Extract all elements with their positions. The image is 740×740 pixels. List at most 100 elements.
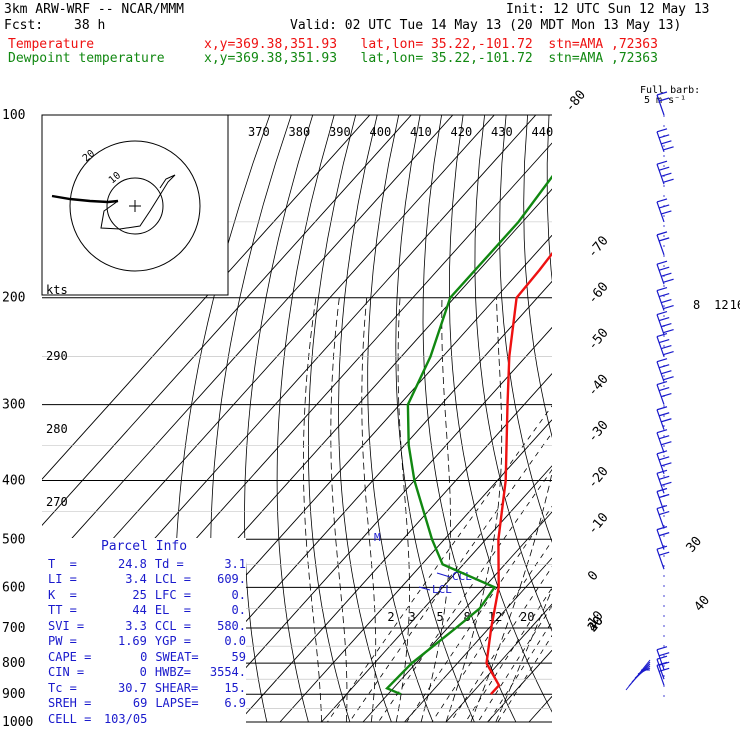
dry-adiabat bbox=[656, 115, 740, 722]
pressure-label: 300 bbox=[2, 398, 25, 413]
theta-label: 280 bbox=[46, 422, 68, 436]
wind-barb-flag bbox=[659, 316, 670, 322]
wind-barb bbox=[656, 661, 670, 686]
wind-barb-flag bbox=[656, 646, 668, 651]
pressure-label: 800 bbox=[2, 656, 25, 671]
pressure-label: 700 bbox=[2, 621, 25, 636]
wind-barb-flag bbox=[663, 376, 674, 381]
isotherm-label: -40 bbox=[585, 372, 612, 400]
wind-barb-flag bbox=[661, 393, 672, 398]
wind-barb-flag bbox=[659, 456, 670, 461]
dewpoint-legend: Dewpoint temperature bbox=[8, 51, 165, 66]
hodograph-unit: kts bbox=[46, 283, 68, 297]
wind-barb bbox=[656, 310, 674, 335]
pressure-label: 400 bbox=[2, 473, 25, 488]
wind-barb-flag bbox=[659, 510, 670, 516]
parcel-key: HWBZ= bbox=[154, 665, 191, 679]
dry-adiabat bbox=[546, 115, 552, 283]
wind-barb-flag bbox=[661, 481, 672, 486]
wind-barb-flag bbox=[656, 545, 668, 550]
mixing-ratio-label: 8 bbox=[464, 610, 471, 624]
wind-barb-flag bbox=[659, 237, 670, 242]
isotherm-line bbox=[155, 280, 552, 723]
wind-barb-staff bbox=[656, 453, 665, 474]
barb-legend-title: Full barb: bbox=[640, 85, 700, 96]
parcel-key: SREH = bbox=[48, 696, 92, 710]
isotherm-label: -70 bbox=[585, 233, 612, 261]
parcel-row: TT = 44 EL = 0. bbox=[42, 603, 246, 619]
wind-barb bbox=[656, 160, 674, 185]
moist-adiabat bbox=[395, 297, 410, 723]
wind-barb-staff bbox=[656, 163, 665, 185]
temperature-legend: Temperature bbox=[8, 37, 95, 52]
wind-barb-staff bbox=[656, 649, 665, 670]
dewpoint-profile bbox=[385, 174, 552, 696]
wind-barb-flag bbox=[661, 418, 672, 423]
pressure-label: 100 bbox=[2, 108, 25, 123]
isotherm-line bbox=[42, 115, 495, 619]
parcel-value: 24.8 bbox=[117, 556, 147, 571]
wind-barb-flag bbox=[656, 526, 668, 531]
wind-barb-flag bbox=[663, 328, 674, 334]
parcel-key: Td = bbox=[154, 556, 184, 571]
dry-adiabat bbox=[614, 115, 740, 722]
wind-barb-flag bbox=[659, 475, 670, 480]
dry-adiabat bbox=[308, 115, 357, 723]
parcel-key: CIN = bbox=[48, 665, 85, 679]
wind-barb-flag bbox=[656, 381, 668, 386]
wind-barb bbox=[656, 358, 674, 382]
parcel-key: CELL = bbox=[48, 711, 92, 726]
wind-barb-flag bbox=[661, 370, 672, 375]
annotation-m: M bbox=[374, 531, 381, 544]
parcel-value: 30.7 bbox=[117, 680, 147, 695]
wind-barb bbox=[656, 406, 672, 430]
wind-barb-flag bbox=[661, 299, 672, 304]
mixing-ratio-line bbox=[488, 620, 552, 723]
wind-barb-flag bbox=[661, 140, 672, 145]
parcel-value: 15. bbox=[224, 680, 246, 695]
dry-adiabat bbox=[276, 115, 335, 723]
annotation-lcl: LCL bbox=[432, 583, 452, 596]
isotherm-line bbox=[321, 465, 552, 723]
parcel-key: T = bbox=[48, 556, 77, 571]
wind-barb-staff bbox=[656, 131, 665, 153]
wind-barb-flag bbox=[663, 305, 674, 310]
parcel-key: LI = bbox=[48, 572, 77, 586]
dry-adiabat bbox=[448, 115, 552, 713]
mixing-ratio-line bbox=[349, 432, 552, 723]
isotherm-line bbox=[404, 557, 552, 723]
moist-adiabat bbox=[361, 297, 377, 723]
wind-barb-flag bbox=[661, 441, 672, 446]
wind-barb-flag bbox=[656, 358, 668, 363]
wind-barb bbox=[656, 287, 674, 311]
wind-barb bbox=[656, 450, 672, 474]
moist-adiabat bbox=[420, 297, 451, 723]
parcel-row: SREH = 69 LAPSE= 6.9 bbox=[42, 696, 246, 712]
hodograph-center bbox=[129, 200, 141, 212]
wind-barb bbox=[656, 260, 674, 285]
parcel-key: YGP = bbox=[154, 634, 191, 648]
wind-barb bbox=[656, 128, 674, 153]
hodograph-ring bbox=[69, 140, 201, 272]
isotherm-line bbox=[487, 649, 552, 723]
parcel-value: 3554. bbox=[209, 665, 246, 679]
mixing-ratio-line bbox=[327, 405, 552, 723]
wind-barb-staff bbox=[656, 409, 665, 430]
pressure-label: 900 bbox=[2, 687, 25, 702]
wind-barb-flag bbox=[656, 128, 668, 133]
isotherm-line bbox=[42, 115, 412, 527]
parcel-value: 0. bbox=[231, 603, 246, 617]
wind-barb-flag bbox=[656, 332, 668, 338]
wind-barb-flag bbox=[656, 450, 668, 455]
dry-adiabat bbox=[721, 115, 740, 722]
pressure-label: 600 bbox=[2, 580, 25, 595]
theta-label: 290 bbox=[46, 349, 68, 363]
wind-barb-flag bbox=[663, 146, 674, 151]
wind-barb bbox=[656, 198, 672, 223]
isotherm-label: -60 bbox=[585, 280, 612, 308]
theta-label: 440 bbox=[532, 125, 554, 139]
parcel-key: TT = bbox=[48, 603, 77, 617]
dry-adiabat bbox=[699, 115, 740, 722]
dry-adiabat bbox=[367, 115, 434, 723]
theta-label: 430 bbox=[491, 125, 513, 139]
